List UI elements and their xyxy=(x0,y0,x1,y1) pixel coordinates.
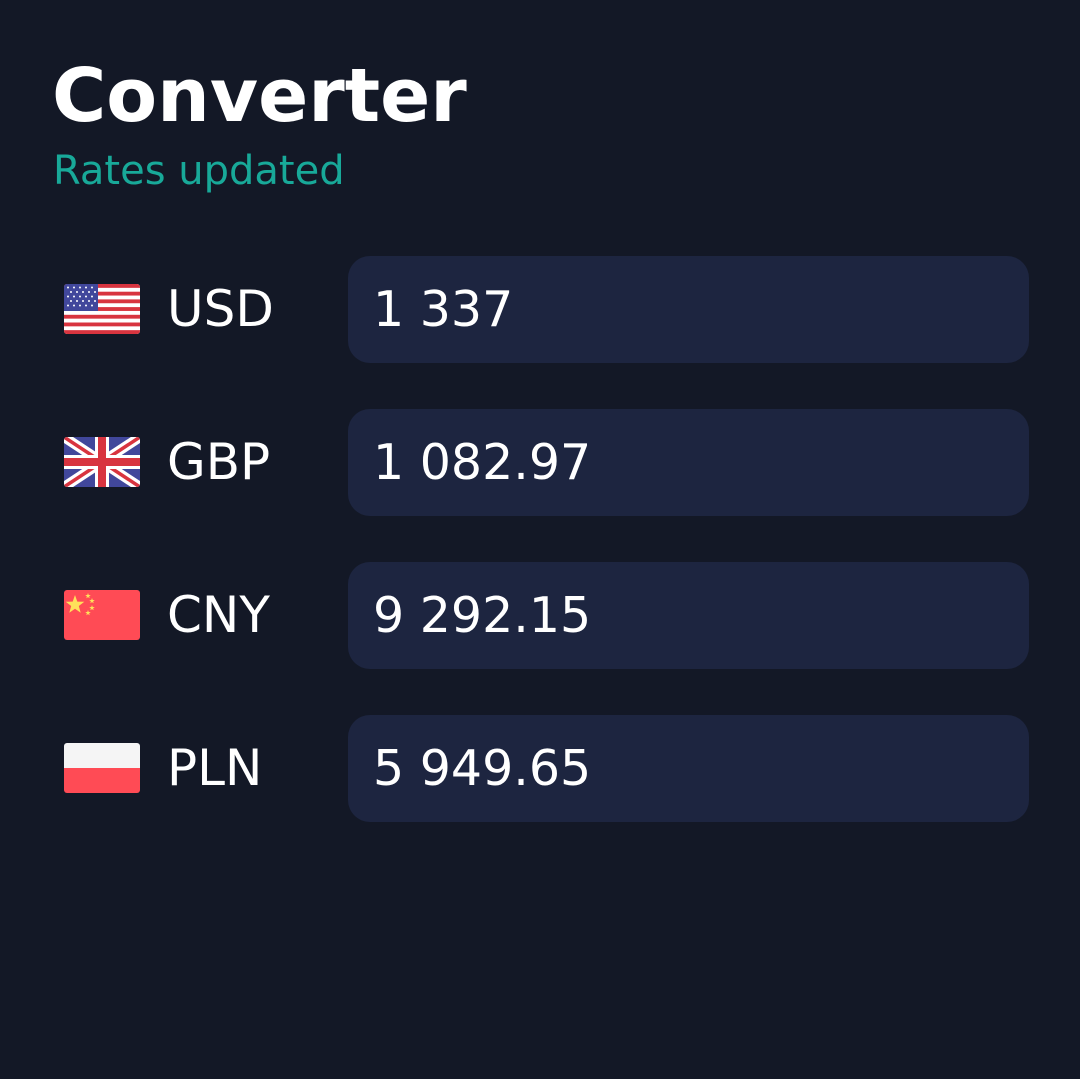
currency-code: USD xyxy=(167,280,274,338)
rates-status: Rates updated xyxy=(53,148,345,194)
amount-input-gbp[interactable] xyxy=(348,409,1029,516)
pl-flag-icon xyxy=(64,743,140,793)
currency-code: GBP xyxy=(167,433,271,491)
currency-code: CNY xyxy=(167,586,270,644)
cn-flag-icon xyxy=(64,590,140,640)
currency-list: USD GBP xyxy=(0,256,1080,868)
amount-input-cny[interactable] xyxy=(348,562,1029,669)
page-title: Converter xyxy=(52,53,467,139)
currency-row-cny: CNY xyxy=(0,562,1080,669)
gb-flag-icon xyxy=(64,437,140,487)
currency-code: PLN xyxy=(167,739,263,797)
currency-row-usd: USD xyxy=(0,256,1080,363)
currency-row-pln: PLN xyxy=(0,715,1080,822)
currency-row-gbp: GBP xyxy=(0,409,1080,516)
us-flag-icon xyxy=(64,284,140,334)
amount-input-pln[interactable] xyxy=(348,715,1029,822)
amount-input-usd[interactable] xyxy=(348,256,1029,363)
